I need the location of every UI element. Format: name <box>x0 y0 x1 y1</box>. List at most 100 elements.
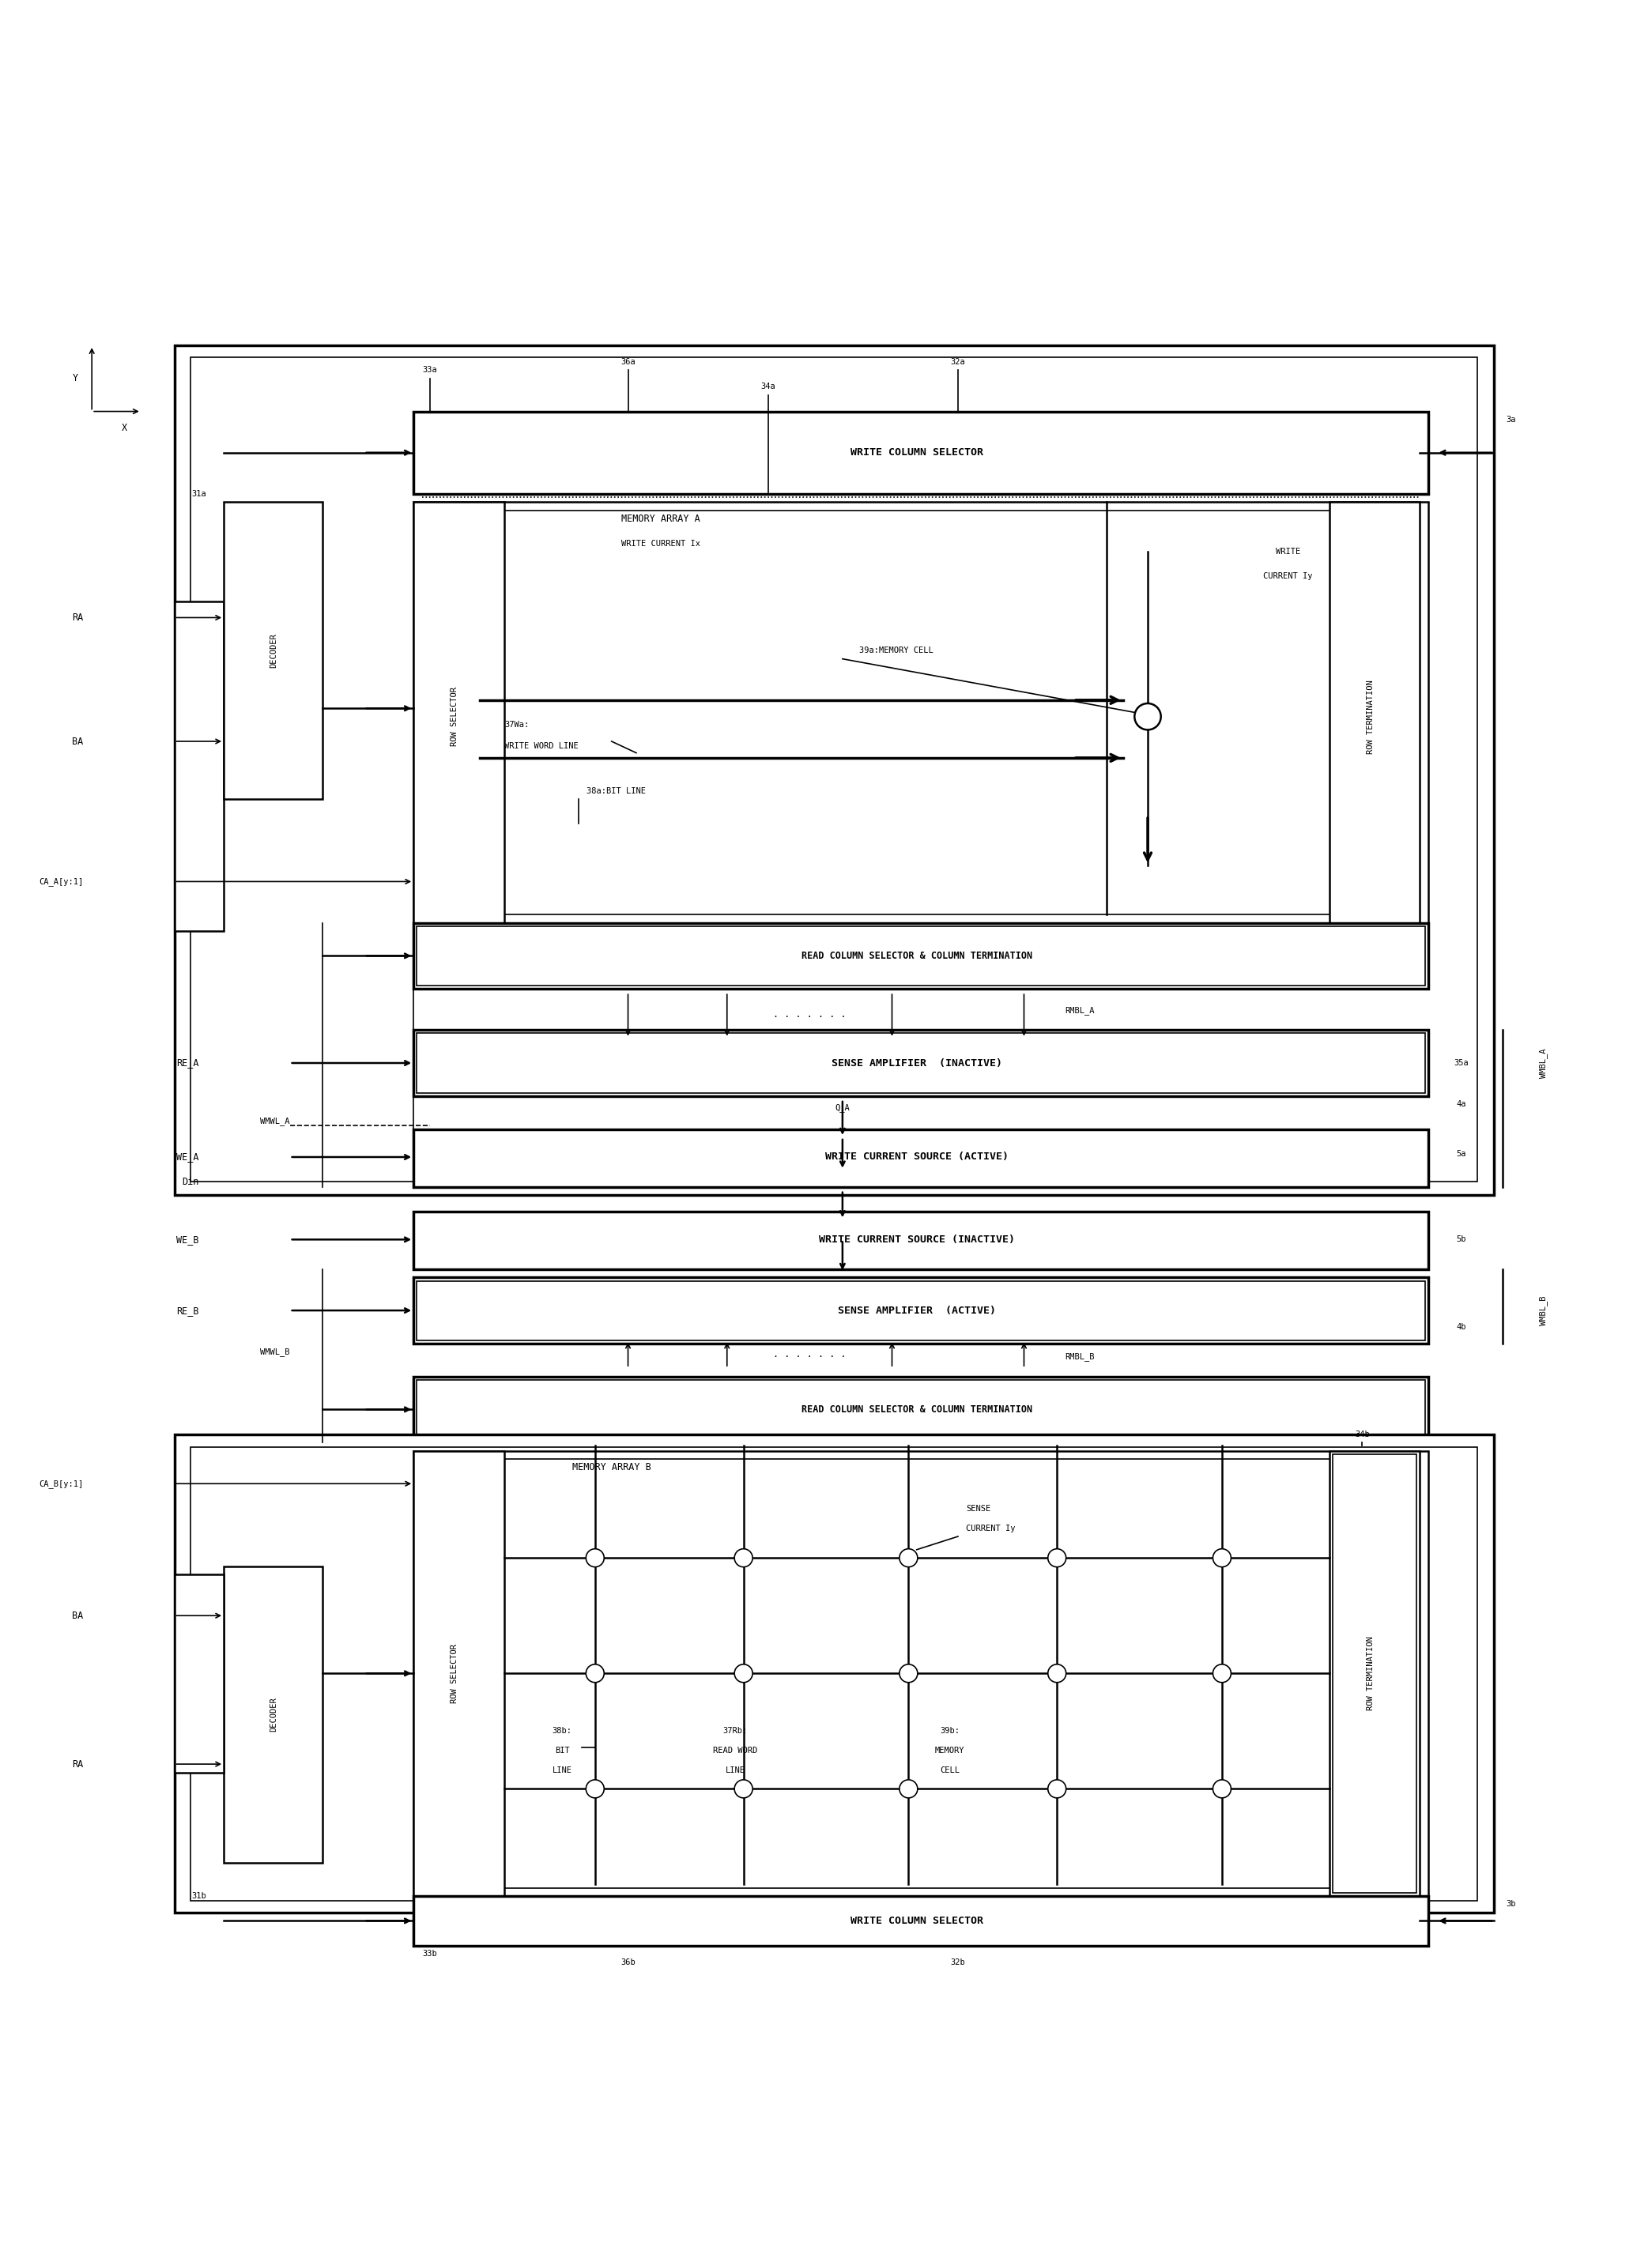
Text: 33a: 33a <box>423 366 438 375</box>
Text: RMBL_A: RMBL_A <box>1066 1005 1095 1014</box>
Text: LINE: LINE <box>725 1766 745 1775</box>
Text: MEMORY ARRAY B: MEMORY ARRAY B <box>572 1461 651 1472</box>
Text: WMWL_B: WMWL_B <box>259 1348 289 1357</box>
Text: WRITE COLUMN SELECTOR: WRITE COLUMN SELECTOR <box>851 1915 983 1926</box>
Bar <box>192 357 1477 1181</box>
Circle shape <box>1213 1664 1231 1682</box>
Text: DECODER: DECODER <box>269 632 278 668</box>
Text: CELL: CELL <box>940 1766 960 1775</box>
Text: 5a: 5a <box>1455 1149 1465 1158</box>
Text: RMBL_B: RMBL_B <box>1066 1353 1095 1362</box>
Circle shape <box>899 1549 917 1567</box>
Text: 31b: 31b <box>192 1892 206 1899</box>
Text: MEMORY ARRAY A: MEMORY ARRAY A <box>621 513 700 524</box>
Bar <box>413 1030 1429 1095</box>
Text: ROW TERMINATION: ROW TERMINATION <box>1366 1637 1374 1709</box>
Bar <box>413 1897 1429 1946</box>
Text: ROW TERMINATION: ROW TERMINATION <box>1366 680 1374 754</box>
Text: 32b: 32b <box>950 1958 965 1967</box>
Bar <box>1330 501 1421 924</box>
Text: 3b: 3b <box>1505 1901 1515 1908</box>
Bar <box>175 1434 1493 1913</box>
Bar <box>223 1567 322 1863</box>
Bar <box>413 1450 504 1897</box>
Circle shape <box>586 1549 605 1567</box>
Text: 36a: 36a <box>621 359 636 366</box>
Circle shape <box>1213 1779 1231 1797</box>
Circle shape <box>1213 1549 1231 1567</box>
Text: 5b: 5b <box>1455 1235 1465 1244</box>
Text: WRITE: WRITE <box>1275 549 1300 555</box>
Text: 38a:BIT LINE: 38a:BIT LINE <box>586 786 646 795</box>
Text: 38b:: 38b: <box>552 1727 572 1734</box>
Bar <box>413 501 1429 924</box>
Text: SENSE: SENSE <box>966 1504 991 1513</box>
Bar <box>1333 1454 1417 1892</box>
Text: 33b: 33b <box>423 1951 438 1958</box>
Text: 32a: 32a <box>950 359 965 366</box>
Text: ROW SELECTOR: ROW SELECTOR <box>451 686 459 745</box>
Text: WE_B: WE_B <box>177 1235 200 1244</box>
Circle shape <box>586 1779 605 1797</box>
Text: WMBL_A: WMBL_A <box>1540 1048 1548 1077</box>
Text: 39a:MEMORY CELL: 39a:MEMORY CELL <box>859 646 933 655</box>
Text: BA: BA <box>73 1610 84 1621</box>
Bar <box>413 1450 1429 1897</box>
Text: MEMORY: MEMORY <box>935 1748 965 1754</box>
Text: · · · · · · ·: · · · · · · · <box>773 1353 846 1362</box>
Text: WRITE WORD LINE: WRITE WORD LINE <box>504 743 578 750</box>
Text: 4a: 4a <box>1455 1100 1465 1109</box>
Circle shape <box>735 1549 753 1567</box>
Circle shape <box>735 1664 753 1682</box>
Text: READ COLUMN SELECTOR & COLUMN TERMINATION: READ COLUMN SELECTOR & COLUMN TERMINATIO… <box>801 951 1032 962</box>
Bar <box>416 926 1426 984</box>
Text: WMWL_A: WMWL_A <box>259 1115 289 1124</box>
Circle shape <box>899 1779 917 1797</box>
Text: 3a: 3a <box>1505 415 1515 425</box>
Text: WE_A: WE_A <box>177 1152 200 1163</box>
Text: DECODER: DECODER <box>269 1698 278 1732</box>
Text: BA: BA <box>73 736 84 747</box>
Bar <box>192 1447 1477 1901</box>
Text: WRITE CURRENT SOURCE (INACTIVE): WRITE CURRENT SOURCE (INACTIVE) <box>819 1235 1014 1244</box>
Text: 36b: 36b <box>621 1958 636 1967</box>
Text: 35a: 35a <box>1454 1059 1469 1068</box>
Text: CA_B[y:1]: CA_B[y:1] <box>40 1479 84 1488</box>
Text: CURRENT Iy: CURRENT Iy <box>1264 574 1313 580</box>
Bar <box>413 924 1429 989</box>
Circle shape <box>1047 1549 1066 1567</box>
Text: 37Rb:: 37Rb: <box>724 1727 748 1734</box>
Text: Din: Din <box>182 1176 200 1188</box>
Text: WRITE COLUMN SELECTOR: WRITE COLUMN SELECTOR <box>851 447 983 458</box>
Text: LINE: LINE <box>552 1766 572 1775</box>
Bar <box>1330 1450 1421 1897</box>
Circle shape <box>1047 1779 1066 1797</box>
Text: RA: RA <box>73 1759 84 1770</box>
Bar <box>416 1280 1426 1341</box>
Bar <box>413 411 1429 495</box>
Text: 31a: 31a <box>192 490 206 497</box>
Text: 39b:: 39b: <box>940 1727 960 1734</box>
Text: READ COLUMN SELECTOR & COLUMN TERMINATION: READ COLUMN SELECTOR & COLUMN TERMINATIO… <box>801 1404 1032 1414</box>
Text: 34a: 34a <box>762 382 776 391</box>
Bar <box>413 1377 1429 1443</box>
Bar <box>413 1129 1429 1188</box>
Text: 37Wa:: 37Wa: <box>504 720 529 729</box>
Text: ROW SELECTOR: ROW SELECTOR <box>451 1644 459 1703</box>
Text: BIT: BIT <box>555 1748 570 1754</box>
Text: SENSE AMPLIFIER  (INACTIVE): SENSE AMPLIFIER (INACTIVE) <box>831 1059 1003 1068</box>
Bar <box>413 1213 1429 1269</box>
Text: Q_A: Q_A <box>836 1104 849 1111</box>
Bar <box>175 1574 223 1773</box>
Text: CA_A[y:1]: CA_A[y:1] <box>40 878 84 885</box>
Text: X: X <box>122 422 127 434</box>
Circle shape <box>1047 1664 1066 1682</box>
Text: CURRENT Iy: CURRENT Iy <box>966 1524 1016 1533</box>
Bar <box>416 1380 1426 1438</box>
Circle shape <box>899 1664 917 1682</box>
Circle shape <box>1135 704 1161 729</box>
Text: WRITE CURRENT SOURCE (ACTIVE): WRITE CURRENT SOURCE (ACTIVE) <box>824 1152 1008 1163</box>
Bar <box>421 1459 1421 1888</box>
Text: READ WORD: READ WORD <box>714 1748 758 1754</box>
Text: WRITE CURRENT Ix: WRITE CURRENT Ix <box>621 540 700 546</box>
